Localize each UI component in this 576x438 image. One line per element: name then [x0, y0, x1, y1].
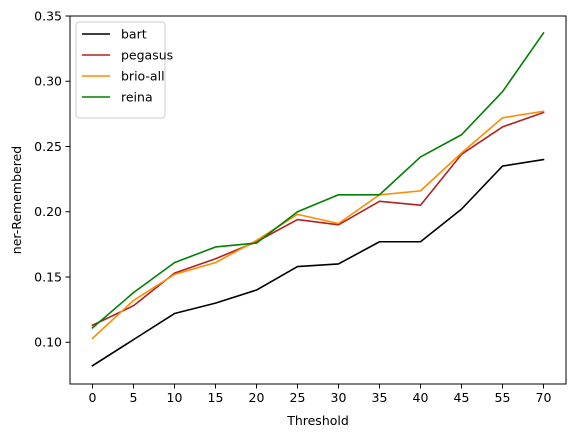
y-axis-title: ner-Remembered — [9, 146, 24, 254]
legend-frame — [75, 21, 166, 119]
x-tick-label: 55 — [495, 390, 511, 405]
x-tick-label: 15 — [208, 390, 224, 405]
x-tick-label: 45 — [454, 390, 470, 405]
y-tick-label: 0.30 — [34, 74, 62, 89]
y-axis-ticks: 0.10 0.15 0.20 0.25 0.30 0.35 — [34, 9, 70, 350]
legend-label-reina: reina — [121, 90, 153, 105]
plot-frame — [69, 15, 567, 385]
series-layer — [91, 31, 545, 367]
legend-label-bart: bart — [121, 27, 147, 42]
series-line-brio-all — [91, 110, 545, 340]
legend-label-brio-all: brio-all — [121, 69, 165, 84]
x-tick-label: 20 — [249, 390, 265, 405]
x-tick-label: 35 — [372, 390, 388, 405]
x-tick-label: 5 — [130, 390, 138, 405]
x-tick-label: 30 — [331, 390, 347, 405]
y-tick-label: 0.20 — [34, 204, 62, 219]
y-tick-label: 0.10 — [34, 335, 62, 350]
y-tick-label: 0.25 — [34, 139, 62, 154]
x-tick-label: 10 — [167, 390, 183, 405]
x-tick-label: 0 — [89, 390, 97, 405]
y-tick-label: 0.15 — [34, 269, 62, 284]
y-tick-label: 0.35 — [34, 9, 62, 24]
legend: bart pegasus brio-all reina — [75, 21, 173, 119]
series-line-bart — [91, 158, 545, 367]
x-tick-label: 40 — [413, 390, 429, 405]
x-axis-title: Threshold — [286, 413, 349, 428]
legend-label-pegasus: pegasus — [121, 48, 173, 63]
x-axis-ticks: 0 5 10 15 20 25 30 35 40 45 55 70 — [89, 384, 552, 405]
x-tick-label: 25 — [290, 390, 306, 405]
series-line-reina — [91, 31, 545, 330]
x-tick-label: 70 — [536, 390, 552, 405]
